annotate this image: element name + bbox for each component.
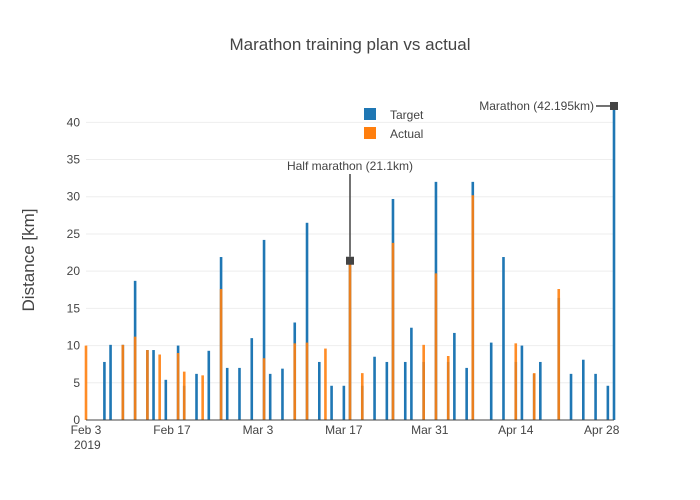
actual-series — [84, 195, 561, 420]
actual-bar — [305, 342, 309, 420]
actual-bar — [182, 371, 186, 420]
actual-bar — [146, 350, 149, 420]
actual-bar — [262, 358, 266, 420]
target-bar — [410, 327, 413, 420]
target-bar — [403, 361, 407, 420]
y-axis-title: Distance [km] — [19, 209, 38, 312]
target-bar — [502, 257, 505, 420]
target-bar — [453, 332, 456, 420]
annotation-marker — [610, 101, 618, 110]
actual-bar — [324, 348, 327, 420]
target-bar — [520, 345, 524, 420]
target-series — [103, 105, 616, 421]
actual-bar — [514, 343, 518, 420]
x-tick-label: Feb 17 — [153, 423, 191, 437]
legend-label-target[interactable]: Target — [390, 108, 424, 122]
target-bar — [268, 373, 272, 420]
target-bar — [373, 356, 376, 420]
target-bar — [582, 359, 585, 420]
chart-title: Marathon training plan vs actual — [230, 35, 471, 54]
legend[interactable]: Target Actual — [364, 108, 424, 141]
target-bar — [164, 379, 168, 420]
target-bar — [225, 367, 229, 420]
actual-bar — [201, 375, 204, 420]
target-bar — [569, 373, 573, 420]
y-tick-label: 25 — [67, 227, 81, 241]
actual-bar — [133, 336, 137, 420]
annotations: Half marathon (21.1km) Marathon (42.195km… — [287, 99, 618, 265]
x-tick-label: Mar 3 — [243, 423, 274, 437]
actual-bar — [84, 345, 88, 420]
actual-bar — [176, 353, 180, 420]
target-bar — [262, 239, 266, 420]
y-tick-label: 15 — [67, 301, 81, 315]
actual-bar — [532, 373, 536, 420]
legend-swatch-actual[interactable] — [364, 127, 376, 139]
y-tick-label: 5 — [73, 376, 80, 390]
legend-swatch-target[interactable] — [364, 108, 376, 120]
actual-bar — [391, 242, 395, 420]
target-bar — [606, 385, 610, 420]
target-bar — [594, 373, 597, 420]
annotation-marker — [346, 256, 354, 265]
actual-bar — [293, 343, 297, 420]
legend-label-actual[interactable]: Actual — [390, 127, 423, 141]
target-bar — [305, 222, 309, 420]
target-bar — [281, 368, 284, 420]
actual-bar — [446, 356, 450, 420]
target-bar — [465, 367, 468, 420]
x-tick-label: Feb 3 — [71, 423, 102, 437]
x-tick-label: Apr 28 — [584, 423, 620, 437]
actual-bar — [422, 344, 425, 420]
annotation-label: Marathon (42.195km) — [479, 99, 594, 113]
x-tick-label: Mar 31 — [411, 423, 449, 437]
target-bar — [342, 385, 346, 420]
y-tick-label: 40 — [67, 115, 81, 129]
x-tick-sublabel: 2019 — [74, 438, 101, 452]
target-bar — [318, 361, 321, 420]
x-tick-label: Mar 17 — [325, 423, 363, 437]
annotation-label: Half marathon (21.1km) — [287, 159, 413, 173]
target-bar — [238, 367, 241, 420]
target-bar — [250, 338, 254, 420]
actual-bar — [557, 289, 561, 420]
y-tick-label: 30 — [67, 190, 81, 204]
y-tick-label: 0 — [73, 413, 80, 427]
actual-bar — [158, 354, 161, 420]
target-bar — [539, 361, 542, 420]
y-tick-label: 20 — [67, 264, 81, 278]
actual-bar — [348, 261, 352, 420]
target-bar — [489, 342, 493, 420]
y-tick-label: 35 — [67, 153, 81, 167]
target-bar — [195, 373, 198, 420]
target-bar — [103, 361, 106, 420]
actual-bar — [360, 373, 364, 420]
target-bar — [109, 344, 112, 420]
actual-bar — [434, 273, 438, 420]
x-tick-label: Apr 14 — [498, 423, 534, 437]
target-bar — [612, 105, 616, 421]
y-tick-label: 10 — [67, 339, 81, 353]
target-bar — [207, 350, 211, 420]
actual-bar — [471, 195, 475, 420]
actual-bar — [219, 289, 223, 420]
target-bar — [385, 361, 389, 420]
actual-bar — [121, 344, 125, 420]
y-tick-labels: 0 5 10 15 20 25 30 35 40 — [67, 115, 81, 427]
target-bar — [152, 350, 155, 420]
target-bar — [330, 385, 333, 420]
